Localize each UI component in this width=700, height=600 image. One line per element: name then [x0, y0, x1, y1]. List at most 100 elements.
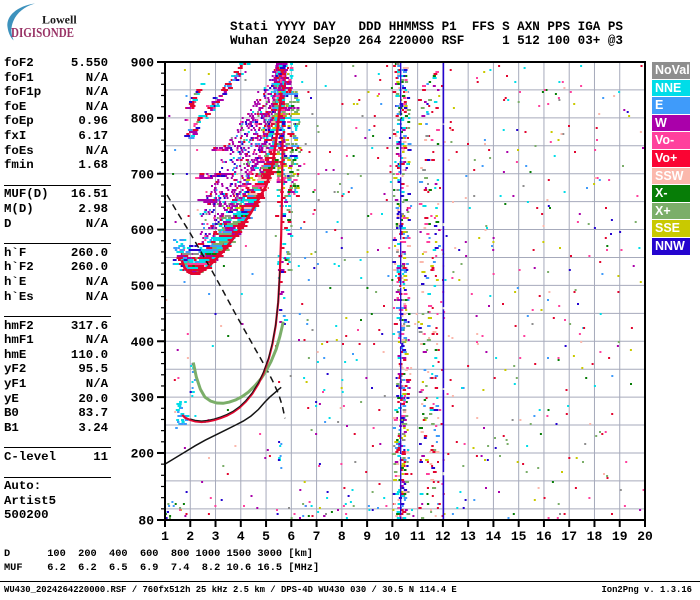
x-tick-label-13: 13	[460, 529, 476, 544]
status-file-info: WU430_2024264220000.RSF / 760fx512h 25 k…	[4, 585, 457, 595]
x-tick-label-8: 8	[338, 529, 346, 544]
y-tick-label-600: 600	[131, 223, 155, 238]
param-fof1: foF1 N/A	[4, 70, 109, 85]
legend-item-x: X+	[652, 202, 690, 220]
param-auto: Auto:	[4, 479, 42, 494]
param-hes: h`Es N/A	[4, 289, 109, 304]
curve-x-trace	[191, 321, 285, 405]
x-tick-label-2: 2	[186, 529, 194, 544]
curve-muf-transmission-curve	[166, 194, 286, 419]
legend-item-vo: Vo+	[652, 149, 690, 167]
muf-distance-readout: D 100 200 400 600 800 1000 1500 3000 [km…	[4, 547, 319, 575]
y-tick-label-200: 200	[131, 447, 155, 462]
param-hmf2: hmF2 317.6	[4, 318, 109, 333]
x-tick-label-15: 15	[511, 529, 527, 544]
logo-digisonde-text: DIGISONDE	[11, 25, 74, 40]
cluster-below-trace-offvertical	[277, 441, 283, 469]
param-separator	[4, 465, 111, 480]
param-artist5: Artist5	[4, 493, 57, 508]
legend-item-ssw: SSW	[652, 167, 690, 185]
param-hf2: h`F2 260.0	[4, 260, 109, 275]
x-tick-label-20: 20	[637, 529, 653, 544]
param-yf2: yF2 95.5	[4, 362, 109, 377]
cluster-purple-run-1	[195, 173, 231, 179]
legend-item-sse: SSE	[652, 220, 690, 237]
cluster-multi-hop-streak	[184, 62, 251, 139]
x-tick-label-19: 19	[612, 529, 628, 544]
param-he: h`E N/A	[4, 274, 109, 289]
param-separator	[4, 304, 111, 319]
y-tick-label-500: 500	[131, 279, 155, 294]
y-tick-label-900: 900	[131, 56, 155, 71]
legend-item-vo: Vo-	[652, 132, 690, 149]
x-tick-label-3: 3	[212, 529, 220, 544]
param-500200: 500200	[4, 508, 49, 523]
x-tick-label-14: 14	[486, 529, 502, 544]
x-tick-label-1: 1	[161, 529, 169, 544]
header-block: Stati YYYY DAY DDD HHMMSS P1 FFS S AXN P…	[230, 20, 623, 49]
param-foe: foE N/A	[4, 99, 109, 114]
trace-curves	[165, 92, 286, 465]
param-d: D N/A	[4, 216, 109, 231]
cluster-noise-mid-band	[298, 65, 393, 517]
param-fof2: foF2 5.550	[4, 56, 109, 70]
x-tick-label-9: 9	[363, 529, 371, 544]
x-tick-label-6: 6	[287, 529, 295, 544]
cluster-x-trace-upper-dashes	[284, 177, 294, 271]
param-fof1p: foF1p N/A	[4, 85, 109, 100]
param-yf1: yF1 N/A	[4, 377, 109, 392]
legend-item-w: W	[652, 114, 690, 132]
status-program-version: Ion2Png v. 1.3.16	[601, 585, 692, 595]
header-columns-row: Stati YYYY DAY DDD HHMMSS P1 FFS S AXN P…	[230, 20, 623, 34]
cluster-f-trace-head-offvertical	[175, 401, 190, 429]
legend-item-x: X-	[652, 185, 690, 202]
param-b1: B1 3.24	[4, 420, 109, 435]
param-hmf1: hmF1 N/A	[4, 333, 109, 348]
x-tick-label-16: 16	[536, 529, 552, 544]
y-tick-label-80: 80	[138, 514, 154, 529]
distance-row: D 100 200 400 600 800 1000 1500 3000 [km…	[4, 548, 313, 560]
cluster-purple-run-3	[211, 145, 233, 151]
param-md: M(D) 2.98	[4, 201, 109, 216]
param-fmin: fmin 1.68	[4, 158, 109, 173]
plot-grid	[165, 62, 645, 520]
param-separator	[4, 173, 111, 188]
logo-arc-swoosh	[7, 3, 35, 41]
param-foes: foEs N/A	[4, 143, 109, 158]
cluster-rfi-stripe-10mhz-core	[395, 63, 408, 519]
cluster-rfi-red-band-12mhz	[426, 69, 454, 517]
x-tick-label-18: 18	[587, 529, 603, 544]
legend-item-noval: NoVal	[652, 62, 690, 79]
x-tick-label-4: 4	[237, 529, 245, 544]
echo-scatter	[165, 62, 645, 520]
param-separator	[4, 231, 111, 246]
lowell-digisonde-logo: Lowell DIGISONDE	[0, 0, 120, 55]
curve-second-hop-rim	[180, 92, 283, 276]
x-tick-label-5: 5	[262, 529, 270, 544]
param-fxi: fxI 6.17	[4, 128, 109, 143]
x-tick-label-10: 10	[385, 529, 401, 544]
param-separator	[4, 435, 111, 450]
param-foep: foEp 0.96	[4, 114, 109, 129]
legend-item-nnw: NNW	[652, 237, 690, 255]
cluster-second-hop-head-offvertical	[172, 239, 188, 271]
y-tick-label-800: 800	[131, 111, 155, 126]
logo-lowell-text: Lowell	[42, 13, 77, 27]
x-tick-label-12: 12	[435, 529, 451, 544]
header-values-row: Wuhan 2024 Sep20 264 220000 RSF 1 512 10…	[230, 33, 623, 48]
y-tick-label-300: 300	[131, 391, 155, 406]
curve-o-trace-core	[190, 270, 281, 422]
cluster-noise-right-band	[458, 65, 643, 519]
x-tick-label-7: 7	[313, 529, 321, 544]
muf-row: MUF 6.2 6.2 6.5 6.9 7.4 8.2 10.6 16.5 [M…	[4, 562, 320, 575]
param-hme: hmE 110.0	[4, 347, 109, 362]
curve-profile-true-height	[165, 386, 282, 465]
status-separator-line	[0, 581, 700, 582]
y-tick-label-400: 400	[131, 335, 155, 350]
legend-item-e: E	[652, 97, 690, 114]
legend-item-nne: NNE	[652, 79, 690, 97]
y-tick-label-700: 700	[131, 167, 155, 182]
echo-direction-legend: NoVal NNE E W Vo- Vo+ SSW X- X+ SSE NNW	[652, 62, 690, 256]
